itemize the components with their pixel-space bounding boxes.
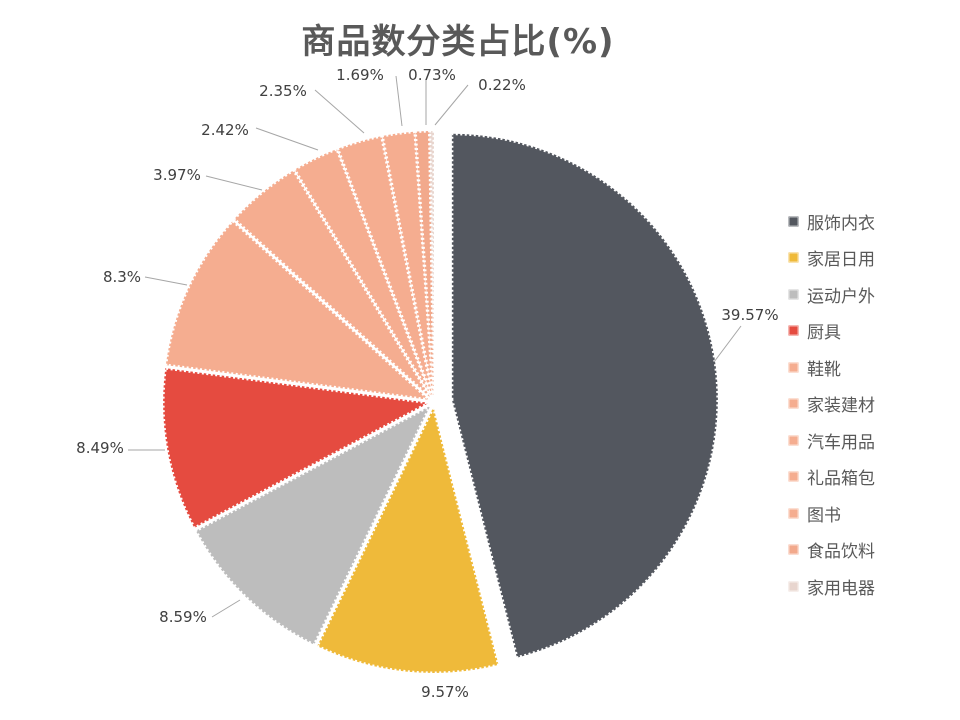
pie-slice-1[interactable] — [450, 132, 720, 660]
data-label: 8.3% — [103, 268, 141, 286]
legend-label: 运动户外 — [807, 286, 875, 307]
legend-label: 厨具 — [807, 323, 841, 344]
legend-item[interactable]: 家装建材 — [788, 386, 875, 423]
data-label: 1.69% — [336, 66, 384, 84]
legend-label: 礼品箱包 — [807, 469, 875, 490]
pie-slice-3[interactable] — [193, 402, 434, 647]
pie-slice-2[interactable] — [315, 402, 501, 675]
legend-marker-icon — [788, 471, 799, 483]
data-label: 2.42% — [201, 121, 249, 139]
legend-label: 家居日用 — [807, 250, 875, 271]
pie-slice-11[interactable] — [428, 129, 436, 398]
legend: 服饰内衣 家居日用 运动户外 厨具 鞋靴 家装建材 汽车用品 礼品箱包 图书 食… — [788, 203, 875, 605]
legend-marker-icon — [788, 288, 799, 300]
leader-line — [211, 599, 241, 618]
legend-item[interactable]: 礼品箱包 — [788, 459, 875, 496]
legend-marker-icon — [788, 215, 799, 227]
label-leader-lines — [128, 75, 742, 618]
legend-item[interactable]: 运动户外 — [788, 276, 875, 313]
legend-item[interactable]: 鞋靴 — [788, 349, 875, 386]
chart-title: 商品数分类占比(%) — [301, 22, 615, 62]
leader-line — [144, 276, 188, 286]
legend-marker-icon — [788, 325, 799, 337]
data-label: 39.57% — [721, 306, 778, 324]
pie-slice-7[interactable] — [292, 147, 434, 399]
data-label: 9.57% — [421, 683, 469, 701]
data-label: 8.49% — [76, 439, 124, 457]
leader-line — [395, 75, 403, 127]
legend-marker-icon — [788, 580, 799, 592]
legend-label: 服饰内衣 — [807, 213, 875, 234]
legend-label: 家用电器 — [807, 578, 875, 599]
legend-label: 汽车用品 — [807, 432, 875, 453]
data-label: 3.97% — [153, 166, 201, 184]
legend-label: 家装建材 — [807, 396, 875, 417]
leader-line — [205, 175, 263, 191]
legend-item[interactable]: 图书 — [788, 495, 875, 532]
data-label: 0.73% — [408, 66, 456, 84]
leader-line — [713, 325, 742, 363]
legend-item[interactable]: 服饰内衣 — [788, 203, 875, 240]
legend-marker-icon — [788, 361, 799, 373]
pie-slices — [161, 129, 720, 675]
legend-item[interactable]: 家用电器 — [788, 568, 875, 605]
legend-item[interactable]: 厨具 — [788, 313, 875, 350]
legend-marker-icon — [788, 507, 799, 519]
legend-item[interactable]: 食品饮料 — [788, 532, 875, 569]
leader-line — [434, 84, 469, 126]
data-label: 8.59% — [159, 608, 207, 626]
legend-marker-icon — [788, 544, 799, 556]
legend-item[interactable]: 汽车用品 — [788, 422, 875, 459]
legend-marker-icon — [788, 252, 799, 264]
legend-item[interactable]: 家居日用 — [788, 240, 875, 277]
legend-marker-icon — [788, 434, 799, 446]
pie-slice-5[interactable] — [164, 218, 435, 403]
data-label: 0.22% — [478, 76, 526, 94]
data-labels: 39.57% 9.57% 8.59% 8.49% 8.3% 3.97% 2.42% 2.35%… — [76, 66, 778, 701]
data-label: 2.35% — [259, 82, 307, 100]
pie-slice-4[interactable] — [161, 366, 434, 531]
leader-line — [314, 89, 365, 134]
legend-marker-icon — [788, 398, 799, 410]
legend-label: 食品饮料 — [807, 542, 875, 563]
leader-line — [255, 127, 319, 151]
legend-label: 鞋靴 — [807, 359, 841, 380]
legend-label: 图书 — [807, 505, 841, 526]
